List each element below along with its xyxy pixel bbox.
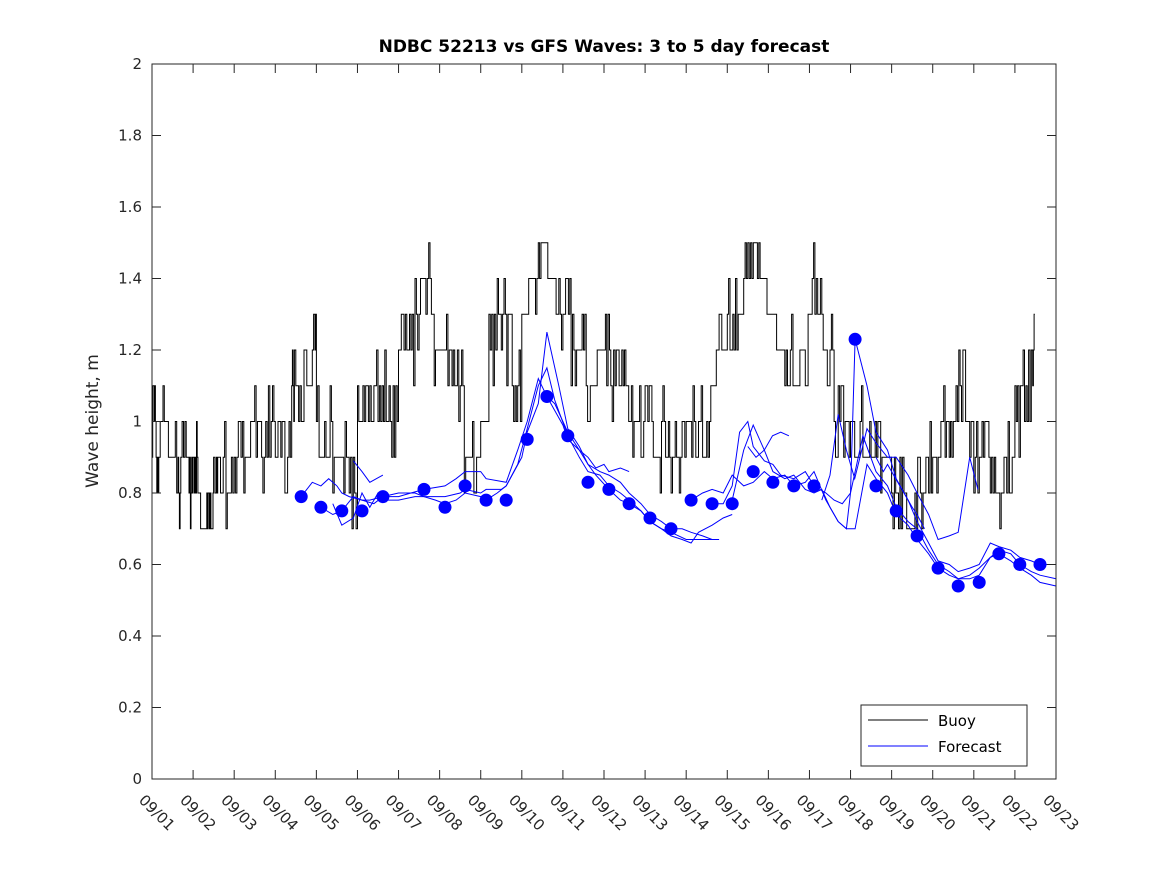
axes-background bbox=[152, 64, 1056, 779]
forecast-line bbox=[300, 377, 733, 544]
forecast-marker bbox=[417, 482, 431, 496]
legend: Buoy Forecast bbox=[860, 704, 1028, 767]
forecast-marker bbox=[889, 504, 903, 518]
legend-label-buoy: Buoy bbox=[938, 712, 976, 730]
y-tick-label: 2 bbox=[132, 55, 142, 73]
forecast-marker bbox=[992, 547, 1006, 561]
forecast-marker bbox=[294, 490, 308, 504]
forecast-marker bbox=[931, 561, 945, 575]
forecast-marker bbox=[622, 497, 636, 511]
forecast-marker bbox=[746, 465, 760, 479]
forecast-marker bbox=[376, 490, 390, 504]
y-tick-label: 1.6 bbox=[118, 198, 142, 216]
y-tick-label: 0 bbox=[132, 770, 142, 788]
forecast-marker bbox=[910, 529, 924, 543]
forecast-marker bbox=[869, 479, 883, 493]
forecast-marker bbox=[705, 497, 719, 511]
y-axis: 0 0.2 0.4 0.6 0.8 1 1.2 1.4 1.6 1.8 2 bbox=[118, 55, 1056, 788]
y-tick-label: 1 bbox=[132, 413, 142, 431]
forecast-marker bbox=[684, 493, 698, 507]
forecast-marker bbox=[725, 497, 739, 511]
forecast-marker bbox=[355, 504, 369, 518]
forecast-marker bbox=[951, 579, 965, 593]
forecast-marker bbox=[561, 429, 575, 443]
y-tick-label: 0.8 bbox=[118, 484, 142, 502]
forecast-marker bbox=[1033, 558, 1047, 571]
forecast-line bbox=[821, 414, 979, 541]
forecast-marker bbox=[540, 390, 554, 403]
forecast-line bbox=[747, 431, 790, 459]
forecast-line bbox=[352, 460, 384, 483]
forecast-marker bbox=[1013, 558, 1027, 571]
y-tick-label: 1.4 bbox=[118, 270, 142, 288]
forecast-marker bbox=[972, 575, 986, 589]
forecast-marker bbox=[458, 479, 472, 493]
forecast-marker bbox=[438, 500, 452, 514]
forecast-marker bbox=[314, 500, 328, 514]
y-tick-label: 0.2 bbox=[118, 699, 142, 717]
forecast-marker bbox=[602, 482, 616, 496]
y-axis-label: Wave height, m bbox=[83, 354, 103, 488]
forecast-marker bbox=[664, 522, 678, 536]
y-tick-label: 0.6 bbox=[118, 556, 142, 574]
legend-box bbox=[860, 704, 1028, 767]
forecast-marker bbox=[499, 493, 513, 507]
forecast-marker bbox=[766, 475, 780, 489]
forecast-marker bbox=[479, 493, 493, 507]
legend-label-forecast: Forecast bbox=[938, 738, 1002, 756]
forecast-marker bbox=[807, 479, 821, 493]
forecast-marker bbox=[643, 511, 657, 525]
series-layer bbox=[152, 242, 1057, 593]
forecast-marker bbox=[520, 432, 534, 446]
y-tick-label: 1.8 bbox=[118, 127, 142, 145]
forecast-marker bbox=[581, 475, 595, 489]
forecast-line bbox=[690, 339, 1056, 573]
forecast-marker bbox=[787, 479, 801, 493]
forecast-marker bbox=[848, 332, 862, 346]
y-tick-label: 0.4 bbox=[118, 627, 142, 645]
forecast-marker bbox=[335, 504, 349, 518]
chart-title: NDBC 52213 vs GFS Waves: 3 to 5 day fore… bbox=[379, 37, 830, 57]
forecast-line bbox=[875, 457, 925, 530]
y-tick-label: 1.2 bbox=[118, 341, 142, 359]
